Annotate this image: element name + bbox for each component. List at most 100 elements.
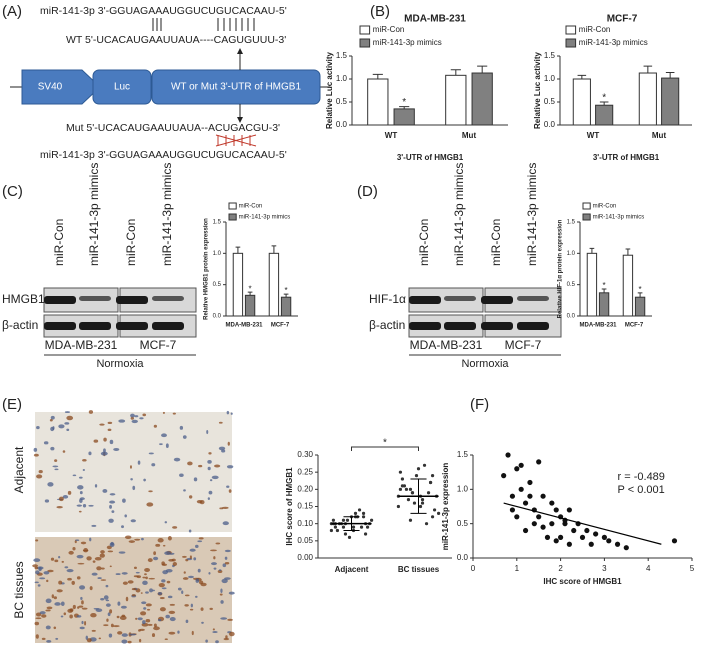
tissue-cell xyxy=(95,608,103,612)
ihc-images: Adjacent BC tissues xyxy=(12,410,235,644)
tissue-cell xyxy=(222,521,229,526)
tissue-cell xyxy=(184,604,189,607)
tissue-cell xyxy=(127,640,132,644)
y-tick-label: 1.5 xyxy=(457,450,469,459)
tissue-cell xyxy=(80,541,87,545)
x-tick-label: 4 xyxy=(646,564,651,573)
image-label: BC tissues xyxy=(12,561,26,618)
tissue-cell xyxy=(205,639,208,643)
tissue-cell xyxy=(171,558,176,562)
tissue-cell xyxy=(130,478,133,481)
tissue-cell xyxy=(80,596,83,600)
dot xyxy=(361,515,366,519)
tissue-cell xyxy=(122,581,128,585)
y-axis-label: IHC score of HMGB1 xyxy=(285,467,294,546)
tissue-cell xyxy=(34,621,40,626)
blot-band xyxy=(44,322,76,330)
point xyxy=(614,541,621,547)
y-tick-label: 0.00 xyxy=(297,553,313,562)
tissue-cell xyxy=(53,596,58,600)
dot xyxy=(426,491,431,495)
y-tick-label: 0.30 xyxy=(297,450,313,459)
tissue-cell xyxy=(74,540,77,544)
tissue-cell xyxy=(91,524,97,527)
bar xyxy=(595,104,614,126)
significance: * xyxy=(603,281,606,290)
point xyxy=(536,459,542,465)
tissue-cell xyxy=(139,628,145,631)
tissue-cell xyxy=(215,640,219,644)
dot xyxy=(408,487,413,491)
error-bar xyxy=(643,65,653,74)
y-axis-label: Relative Luc activity xyxy=(325,51,334,128)
tissue-cell xyxy=(226,410,230,415)
tissue-cell xyxy=(64,422,70,425)
sequence: WT 5'-UCACAUGAAUUAUA----CAGUGUUU-3' xyxy=(66,34,286,46)
tissue-cell xyxy=(52,426,55,430)
tissue-cell xyxy=(213,464,221,468)
dot xyxy=(331,518,336,522)
tissue-cell xyxy=(77,485,84,490)
tissue-cell xyxy=(155,543,161,547)
tissue-cell xyxy=(157,538,164,543)
dot xyxy=(363,532,368,536)
y-axis-label: Relative HMGB1 protein expression xyxy=(204,218,210,320)
dot xyxy=(398,487,403,491)
x-tick-label: 1 xyxy=(515,564,520,573)
tissue-cell xyxy=(168,631,176,635)
point xyxy=(509,507,516,513)
tissue-cell xyxy=(109,493,116,496)
tissue-cell xyxy=(142,576,146,579)
tissue-cell xyxy=(177,630,180,634)
tissue-cell xyxy=(119,615,127,621)
tissue-cell xyxy=(46,606,53,610)
error-bar xyxy=(599,101,609,106)
tissue-cell xyxy=(143,478,146,482)
arrow-head xyxy=(237,48,243,54)
point xyxy=(540,493,546,499)
tissue-cell xyxy=(66,428,70,432)
tissue-cell xyxy=(106,618,109,622)
tissue-cell xyxy=(153,626,160,631)
tissue-cell xyxy=(99,423,105,426)
tissue-cell xyxy=(134,538,141,541)
tissue-cell xyxy=(157,618,162,622)
tissue-cell xyxy=(144,567,150,573)
tissue-cell xyxy=(32,564,39,568)
tissue-cell xyxy=(169,617,176,622)
tissue-cell xyxy=(78,510,82,513)
tissue-cell xyxy=(200,607,204,611)
dot xyxy=(341,518,346,522)
legend-swatch xyxy=(565,38,577,48)
dot xyxy=(432,508,437,512)
tissue-cell xyxy=(137,617,143,621)
y-tick-label: 0.25 xyxy=(297,467,313,476)
pairing-bars xyxy=(152,18,255,31)
tissue-cell xyxy=(118,551,126,554)
sd-bar xyxy=(343,516,360,532)
dot xyxy=(406,498,411,502)
tissue-cell xyxy=(172,412,176,415)
tissue-cell xyxy=(164,638,168,641)
tissue-cell xyxy=(132,485,136,491)
tissue-cell xyxy=(50,446,55,451)
tissue-cell xyxy=(210,549,217,552)
tissue-cell xyxy=(44,499,50,503)
tissue-cell xyxy=(148,490,153,493)
dot xyxy=(353,511,358,515)
tissue-cell xyxy=(54,602,61,606)
tissue-cell xyxy=(64,411,70,414)
tissue-cell xyxy=(88,451,92,456)
tissue-cell xyxy=(92,560,96,563)
sequence: miR-141-3p 3'-GGUAGAAAUGGUCUGUCACAAU-5' xyxy=(40,149,287,161)
tissue-cell xyxy=(221,578,228,584)
sequence: miR-141-3p 3'-GGUAGAAAUGGUCUGUCACAAU-5' xyxy=(40,5,287,17)
point xyxy=(593,531,599,537)
tissue-cell xyxy=(211,475,219,480)
tissue-cell xyxy=(71,580,75,585)
tissue-cell xyxy=(149,588,153,593)
y-axis-label: Relative HIF-1α protein expression xyxy=(558,219,564,318)
tissue-cell xyxy=(187,461,193,466)
tissue-cell xyxy=(58,555,61,559)
tissue-cell xyxy=(130,519,136,523)
